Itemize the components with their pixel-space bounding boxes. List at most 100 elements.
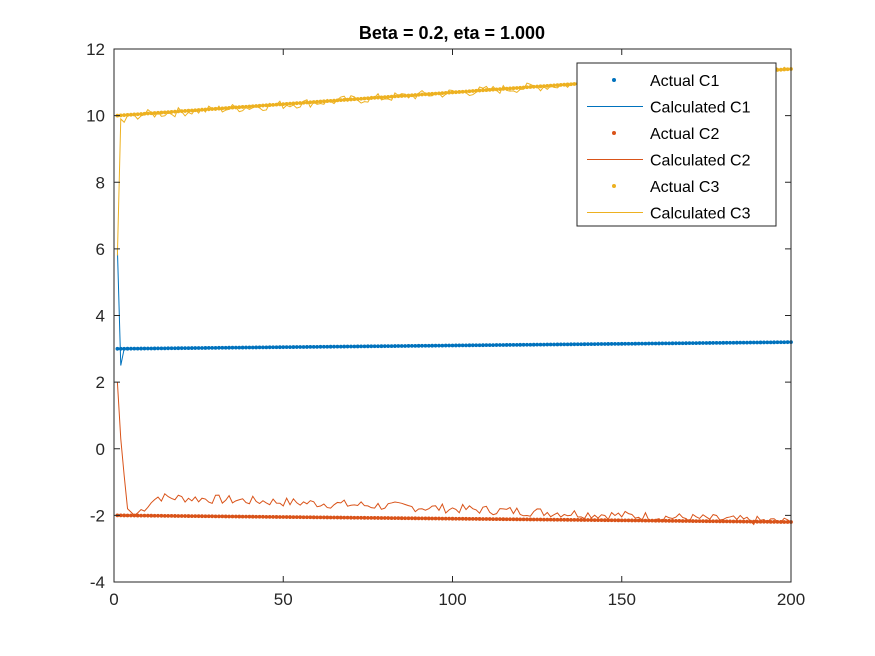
- data-point: [416, 92, 421, 97]
- data-point: [453, 343, 458, 348]
- y-tick-label: 8: [96, 173, 105, 192]
- data-point: [264, 514, 269, 519]
- data-point: [690, 341, 695, 346]
- data-point: [288, 515, 292, 519]
- data-point: [531, 84, 536, 89]
- data-point: [538, 84, 543, 89]
- data-point: [311, 344, 316, 349]
- data-point: [176, 109, 181, 114]
- data-point: [200, 346, 204, 350]
- data-point: [531, 342, 536, 347]
- data-point: [406, 344, 411, 348]
- data-point: [349, 344, 353, 349]
- data-point: [521, 342, 526, 347]
- data-point: [308, 345, 313, 349]
- data-point: [586, 518, 590, 522]
- data-point: [514, 517, 519, 522]
- data-point: [748, 340, 753, 345]
- data-point: [321, 99, 326, 104]
- data-point: [674, 519, 678, 523]
- data-point: [586, 342, 590, 347]
- data-point: [778, 520, 783, 524]
- data-point: [413, 93, 418, 97]
- series-actual-c2: [115, 513, 793, 524]
- data-point: [525, 85, 529, 90]
- data-point: [149, 111, 154, 116]
- data-point: [572, 342, 577, 347]
- data-point: [738, 340, 743, 345]
- data-point: [145, 513, 150, 518]
- data-point: [355, 344, 360, 349]
- data-point: [420, 516, 424, 521]
- data-point: [399, 94, 404, 98]
- data-point: [443, 90, 448, 95]
- data-point: [349, 97, 353, 102]
- data-point: [765, 519, 770, 524]
- data-point: [335, 344, 340, 349]
- data-point: [122, 513, 127, 518]
- data-point: [694, 341, 699, 345]
- data-point: [162, 110, 167, 115]
- data-point: [464, 343, 468, 348]
- series-calculated-c2: [116, 382, 792, 526]
- data-point: [426, 516, 431, 521]
- series-actual-c1: [115, 340, 793, 351]
- data-point: [122, 113, 127, 118]
- data-point: [352, 515, 357, 520]
- data-point: [457, 90, 462, 94]
- data-point: [728, 519, 732, 524]
- data-point: [504, 517, 509, 522]
- data-point: [518, 517, 523, 522]
- data-point: [467, 516, 472, 521]
- data-point: [514, 86, 519, 90]
- data-point: [382, 95, 387, 100]
- data-point: [772, 519, 776, 524]
- data-point: [650, 341, 655, 346]
- data-point: [139, 112, 143, 116]
- x-tick-label: 50: [274, 590, 293, 609]
- data-point: [261, 345, 265, 350]
- data-point: [487, 343, 492, 348]
- data-point: [680, 519, 685, 523]
- data-point: [640, 341, 644, 346]
- data-point: [233, 514, 238, 519]
- data-point: [244, 345, 248, 350]
- data-point: [132, 346, 137, 351]
- data-point: [657, 518, 661, 523]
- data-point: [386, 344, 391, 349]
- data-point: [179, 346, 184, 351]
- data-point: [670, 341, 675, 346]
- data-point: [230, 105, 235, 110]
- data-point: [572, 517, 577, 522]
- data-point: [376, 516, 380, 520]
- data-point: [552, 83, 556, 88]
- data-point: [545, 517, 550, 522]
- data-point: [152, 111, 157, 115]
- legend-marker: [612, 78, 616, 82]
- data-point: [785, 340, 790, 345]
- data-point: [565, 517, 570, 522]
- data-point: [426, 343, 431, 348]
- data-point: [558, 517, 563, 522]
- data-point: [376, 344, 380, 349]
- data-point: [721, 519, 726, 524]
- data-point: [217, 106, 221, 111]
- data-point: [697, 341, 702, 345]
- data-point: [413, 343, 418, 348]
- data-point: [582, 518, 587, 522]
- data-point: [257, 514, 262, 519]
- data-point: [602, 518, 607, 523]
- data-point: [528, 517, 533, 522]
- data-point: [545, 83, 550, 88]
- data-point: [521, 517, 526, 522]
- data-point: [298, 101, 303, 105]
- data-point: [220, 514, 225, 519]
- data-point: [406, 93, 411, 98]
- data-point: [145, 346, 150, 351]
- data-point: [494, 343, 499, 347]
- data-point: [399, 516, 404, 521]
- y-tick-label: 12: [86, 40, 105, 59]
- data-point: [281, 345, 286, 350]
- data-point: [535, 84, 540, 89]
- data-point: [785, 67, 790, 72]
